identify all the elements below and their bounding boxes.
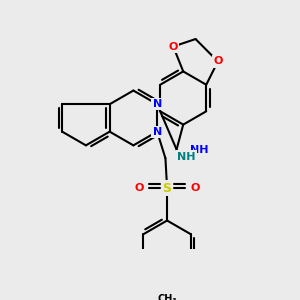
Text: O: O: [169, 41, 178, 52]
Text: O: O: [213, 56, 223, 67]
Text: CH₃: CH₃: [157, 294, 177, 300]
Text: O: O: [134, 183, 143, 193]
Text: NH: NH: [190, 145, 208, 154]
Text: O: O: [190, 183, 200, 193]
Text: S: S: [163, 182, 172, 195]
Text: N: N: [152, 99, 162, 109]
Text: N: N: [152, 127, 162, 137]
Text: NH: NH: [177, 152, 196, 162]
